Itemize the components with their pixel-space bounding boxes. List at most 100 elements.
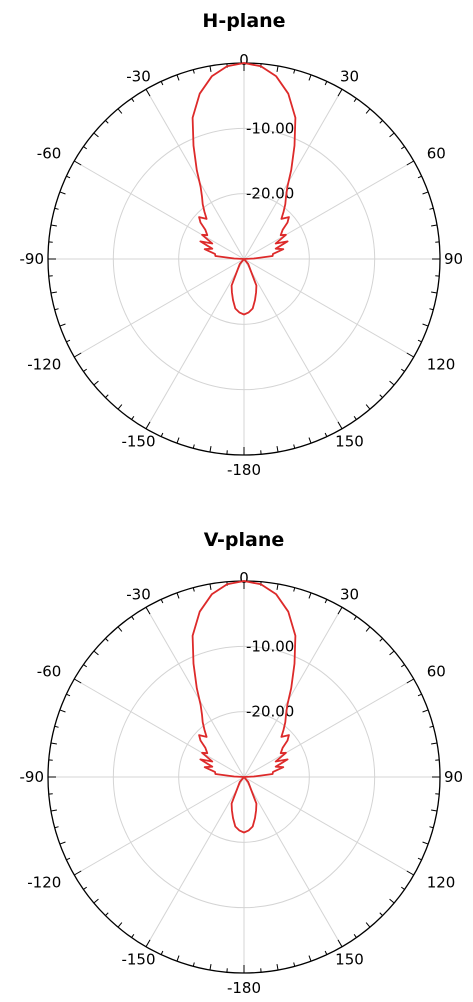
grid-spoke [74,160,245,260]
angle-tick-label: 60 [427,663,446,681]
frame-tick [74,160,82,166]
frame-tick [365,626,371,632]
frame-tick [192,587,195,592]
frame-tick [429,308,434,311]
frame-tick [131,98,135,103]
angle-tick-label: -90 [20,768,45,786]
frame-tick [83,146,88,150]
frame-tick [105,638,109,642]
frame-tick [192,69,195,74]
frame-tick [308,592,312,599]
frame-tick [324,950,328,955]
frame-tick [117,922,123,928]
grid-spoke [145,89,245,260]
frame-tick [160,432,164,437]
frame-tick [422,709,429,713]
frame-tick [379,120,383,124]
frame-tick [406,678,414,684]
frame-tick [93,650,99,656]
angle-tick-label: 150 [335,951,364,969]
frame-tick [389,898,395,904]
frame-tick [276,583,279,590]
frame-tick [406,352,414,358]
frame-tick [417,693,422,697]
angle-tick-label: -30 [126,67,151,85]
frame-tick [353,616,357,621]
ring-label: -10.00 [246,637,294,655]
frame-tick [417,857,422,861]
frame-tick [192,962,195,967]
frame-tick [406,160,414,166]
frame-tick [400,886,405,890]
grid-spoke [243,776,343,947]
pattern-series-line [191,580,297,834]
frame-tick [93,898,99,904]
angle-tick-label: 120 [427,874,456,892]
frame-tick [131,933,135,938]
frame-tick [431,224,438,227]
frame-tick [54,308,59,311]
angle-tick-label: -150 [121,951,155,969]
pattern-series-line [191,62,297,316]
grid-spoke [145,776,245,947]
angle-tick-label: -120 [27,356,61,374]
grid-spoke [74,776,245,876]
frame-tick [293,962,296,967]
angle-tick-label: 60 [427,145,446,163]
grid-spoke [243,776,414,876]
frame-tick [429,725,434,728]
grid-spoke [243,258,343,429]
frame-tick [400,146,405,150]
frame-tick [389,132,395,138]
frame-tick [293,69,296,74]
angle-tick-label: -60 [37,663,62,681]
frame-tick [59,709,66,713]
frame-tick [389,650,395,656]
frame-tick [365,404,371,410]
frame-tick [145,89,151,97]
angle-tick-label: 90 [444,768,463,786]
frame-tick [74,870,82,876]
frame-tick [379,912,383,916]
frame-tick [74,678,82,684]
frame-tick [379,638,383,642]
angle-tick-label: 0 [239,51,249,69]
frame-tick [353,415,357,420]
angle-tick-label: 90 [444,250,463,268]
polar-chart-0: H-plane 0 30 60 90 120 150 -180 -150 -120 -90 -60 -3… [20,10,464,479]
frame-tick [209,65,212,72]
frame-tick [50,291,57,294]
frame-tick [337,607,343,615]
frame-tick [429,207,434,210]
frame-tick [429,826,434,829]
angle-tick-label: -150 [121,433,155,451]
frame-tick [93,132,99,138]
frame-tick [59,323,66,327]
frame-tick [59,841,66,845]
grid-spoke [145,607,245,778]
grid-spoke [243,160,414,260]
frame-tick [117,404,123,410]
angle-tick-label: 0 [239,569,249,587]
angle-tick-label: -120 [27,874,61,892]
frame-tick [337,89,343,97]
frame-tick [308,955,312,962]
grid-spoke [243,678,414,778]
frame-tick [209,964,212,971]
frame-tick [324,599,328,604]
frame-tick [337,939,343,947]
frame-tick [131,415,135,420]
angle-tick-label: 30 [340,585,359,603]
frame-tick [337,421,343,429]
ring-label: -20.00 [246,703,294,721]
frame-tick [365,922,371,928]
frame-tick [176,592,180,599]
frame-tick [400,664,405,668]
frame-tick [54,826,59,829]
frame-tick [66,693,71,697]
frame-tick [389,380,395,386]
ring-label: -20.00 [246,185,294,203]
frame-tick [422,841,429,845]
frame-tick [308,74,312,81]
